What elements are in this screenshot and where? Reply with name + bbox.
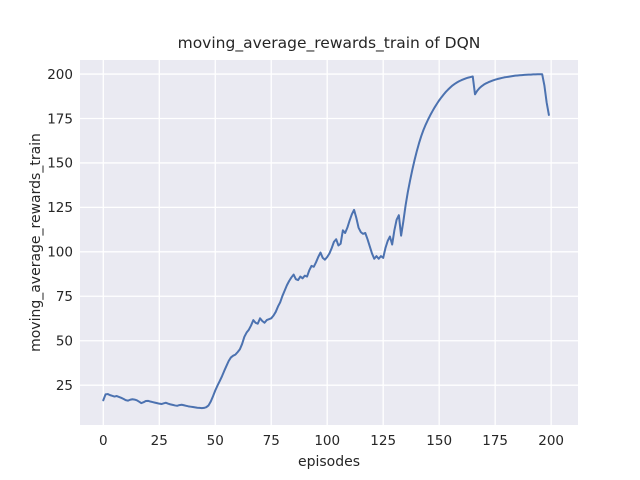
x-tick-label: 150 — [426, 433, 452, 449]
x-tick-label: 0 — [99, 433, 108, 449]
chart-title: moving_average_rewards_train of DQN — [178, 34, 481, 53]
x-tick-label: 125 — [370, 433, 396, 449]
y-tick-label: 175 — [47, 111, 73, 127]
y-tick-label: 75 — [56, 289, 73, 305]
y-tick-label: 25 — [56, 378, 73, 394]
plot-area-background — [80, 60, 578, 425]
y-tick-label: 150 — [47, 156, 73, 172]
x-tick-label: 50 — [207, 433, 224, 449]
x-tick-label: 200 — [538, 433, 564, 449]
x-tick-label: 100 — [314, 433, 340, 449]
x-tick-label: 75 — [263, 433, 280, 449]
y-tick-label: 200 — [47, 67, 73, 83]
y-tick-label: 100 — [47, 245, 73, 261]
x-axis-label: episodes — [298, 454, 360, 470]
x-tick-label: 25 — [151, 433, 168, 449]
y-tick-label: 125 — [47, 200, 73, 216]
x-tick-label: 175 — [482, 433, 508, 449]
y-tick-label: 50 — [56, 334, 73, 350]
y-axis-label: moving_average_rewards_train — [28, 133, 44, 352]
reward-line — [102, 73, 550, 410]
